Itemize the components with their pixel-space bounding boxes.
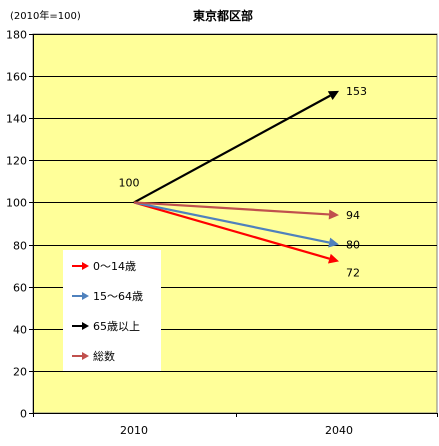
series-arrowhead-3	[328, 209, 339, 220]
data-label-end: 153	[346, 85, 367, 98]
chart-subtitle: (2010年=100)	[10, 9, 81, 22]
data-label-start: 100	[119, 176, 140, 189]
legend-swatch-arrowhead	[82, 262, 89, 270]
y-tick-label: 180	[6, 29, 27, 42]
y-tick-label: 60	[13, 282, 27, 295]
y-tick-label: 140	[6, 113, 27, 126]
y-tick-label: 160	[6, 71, 27, 84]
legend-swatch-arrowhead	[82, 322, 89, 330]
data-label-end: 80	[346, 239, 360, 252]
data-labels: 100 72 80 153 94	[119, 85, 368, 280]
y-tick-label: 100	[6, 197, 27, 210]
y-tick-label: 80	[13, 240, 27, 253]
y-tick-label: 0	[20, 408, 27, 421]
y-tick-label: 120	[6, 155, 27, 168]
series-line-0	[133, 201, 330, 260]
series-line-3	[133, 201, 330, 216]
series-lines	[133, 90, 339, 264]
legend-label: 総数	[93, 349, 115, 363]
x-tick-label: 2010	[120, 424, 148, 437]
chart-title: 東京都区部	[193, 8, 253, 23]
legend-box	[63, 250, 161, 371]
x-tick-label: 2040	[325, 424, 353, 437]
legend-label: 0～14歳	[93, 260, 136, 273]
series-line-2	[133, 94, 331, 204]
series-line-1	[133, 201, 330, 244]
legend-label: 15～64歳	[93, 290, 143, 303]
data-label-end: 94	[346, 209, 360, 222]
legend-swatch-arrowhead	[82, 352, 89, 360]
y-tick-label: 20	[13, 366, 27, 379]
legend-label: 65歳以上	[93, 320, 140, 333]
legend-swatch-arrowhead	[82, 292, 89, 300]
data-label-end: 72	[346, 266, 360, 279]
series-arrowhead-1	[328, 237, 339, 248]
series-arrowhead-0	[328, 253, 339, 264]
series-arrowhead-2	[327, 90, 339, 101]
y-tick-label: 40	[13, 324, 27, 337]
